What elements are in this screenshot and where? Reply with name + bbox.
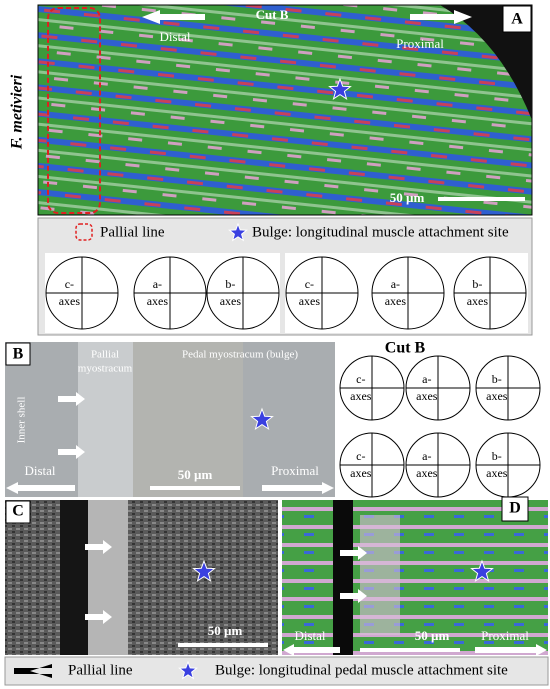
species: F. metivieri	[9, 74, 26, 150]
pole-label: axes	[350, 466, 372, 480]
band	[360, 515, 400, 635]
region-label: Pedal myostracum (bulge)	[182, 349, 298, 361]
scale-label: 50 µm	[390, 190, 425, 205]
distal: Distal	[159, 29, 190, 44]
myostracum-band	[78, 342, 133, 497]
arrow-icon	[14, 664, 52, 678]
scale-label: 50 µm	[208, 623, 243, 638]
pole-label: b-	[492, 372, 502, 386]
pole-label: axes	[59, 294, 81, 308]
star	[328, 77, 352, 101]
pole-label: axes	[220, 294, 242, 308]
arrow	[340, 589, 367, 603]
arrow	[142, 10, 205, 24]
scale-label: 50 µm	[178, 467, 213, 482]
legend-text: Pallial line	[100, 224, 165, 240]
region-label: Pallial	[91, 349, 119, 361]
pallial-icon	[75, 223, 93, 241]
arrow	[85, 540, 112, 554]
pole-label: axes	[350, 389, 372, 403]
panel-label: D	[509, 500, 521, 517]
pole-label: axes	[299, 294, 321, 308]
pole-label: b-	[472, 277, 482, 291]
dark-band	[60, 500, 88, 655]
pole-label: c-	[65, 277, 74, 291]
panel-label: B	[13, 346, 24, 363]
label-box	[502, 5, 532, 33]
pole-label: a-	[153, 277, 162, 291]
ebsd-map-d	[282, 500, 548, 655]
pole-label: c-	[356, 449, 365, 463]
pole-label: c-	[356, 372, 365, 386]
star	[250, 407, 274, 431]
region-label: myostracum	[78, 363, 133, 375]
cut-title: Cut B	[256, 7, 289, 22]
pole-label: axes	[486, 389, 508, 403]
pole-label: axes	[486, 466, 508, 480]
pole-label: b-	[492, 449, 502, 463]
arrow	[58, 445, 85, 459]
arrow	[85, 610, 112, 624]
arrow	[262, 482, 334, 494]
pedal-band	[133, 342, 243, 497]
dark-band	[333, 500, 353, 655]
legend-text: Bulge: longitudinal muscle attachment si…	[252, 224, 509, 240]
panel-label: A	[511, 11, 523, 28]
legend-box	[4, 656, 549, 686]
pole-label: axes	[147, 294, 169, 308]
star	[178, 660, 198, 680]
proximal: Proximal	[396, 36, 444, 51]
region-label: Inner shell	[16, 397, 28, 444]
panel-label: C	[12, 503, 24, 520]
pole-label: a-	[422, 449, 431, 463]
arrow	[410, 10, 472, 24]
distal: Distal	[24, 463, 55, 478]
star	[470, 559, 494, 583]
scale-label: 50 µm	[415, 628, 450, 643]
star	[192, 559, 216, 583]
proximal: Proximal	[271, 463, 319, 478]
label-box	[5, 342, 31, 366]
pole-label: axes	[416, 466, 438, 480]
pole-label: b-	[225, 277, 235, 291]
arrow	[58, 392, 85, 406]
label-box	[501, 496, 529, 522]
arrow	[340, 546, 367, 560]
pole-label: a-	[422, 372, 431, 386]
proximal: Proximal	[481, 628, 529, 643]
cut-title: Cut B	[385, 340, 426, 357]
ebsd-map-a	[37, 4, 533, 216]
pallial-outline	[47, 7, 101, 214]
dark-region	[440, 5, 532, 120]
pole-label: c-	[305, 277, 314, 291]
pole-label: a-	[391, 277, 400, 291]
distal: Distal	[294, 628, 325, 643]
pole-label: axes	[416, 389, 438, 403]
star	[228, 222, 248, 242]
arrow	[283, 644, 340, 656]
label-box	[5, 500, 31, 524]
pole-label: axes	[467, 294, 489, 308]
pole-label: axes	[385, 294, 407, 308]
arrow	[6, 482, 75, 494]
legend-text: Bulge: longitudinal pedal muscle attachm…	[215, 662, 508, 678]
micrograph-c	[5, 500, 278, 655]
legend-text: Pallial line	[68, 662, 133, 678]
light-band	[88, 500, 128, 655]
arrow	[475, 644, 547, 656]
